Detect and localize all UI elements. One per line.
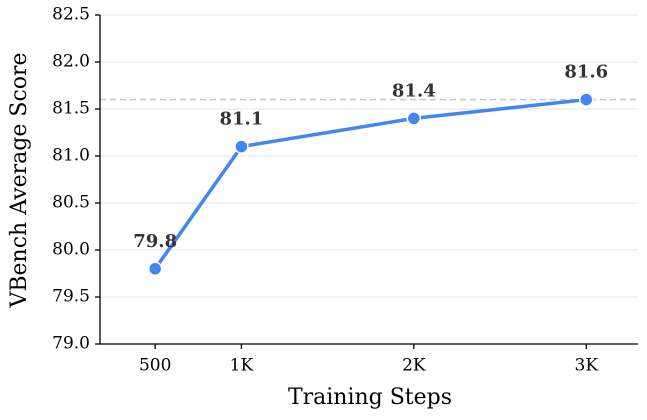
y-axis-label: VBench Average Score	[7, 52, 32, 308]
line	[153, 97, 587, 270]
marker	[579, 92, 594, 107]
data-label: 81.6	[564, 62, 608, 83]
y-tick-label: 81.5	[52, 99, 90, 119]
y-tick-label: 79.5	[52, 287, 90, 307]
y-tick-label: 80.5	[52, 193, 90, 213]
y-tick-label: 82.5	[52, 5, 90, 25]
data-label: 81.1	[219, 109, 263, 130]
y-tick-label: 82.0	[52, 52, 90, 72]
x-axis-label: Training Steps	[288, 385, 452, 410]
x-tick-label: 500	[139, 356, 171, 376]
y-tick-label: 81.0	[52, 146, 90, 166]
data-label: 79.8	[133, 231, 177, 252]
y-tick-label: 80.0	[52, 240, 90, 260]
y-tick-label: 79.0	[52, 334, 90, 354]
marker	[406, 111, 422, 126]
x-tick-label: 1K	[230, 356, 254, 376]
x-tick-label: 3K	[575, 356, 599, 376]
marker	[147, 261, 163, 277]
marker	[234, 139, 249, 154]
x-tick-label: 2K	[402, 356, 426, 376]
data-label: 81.4	[392, 80, 436, 101]
